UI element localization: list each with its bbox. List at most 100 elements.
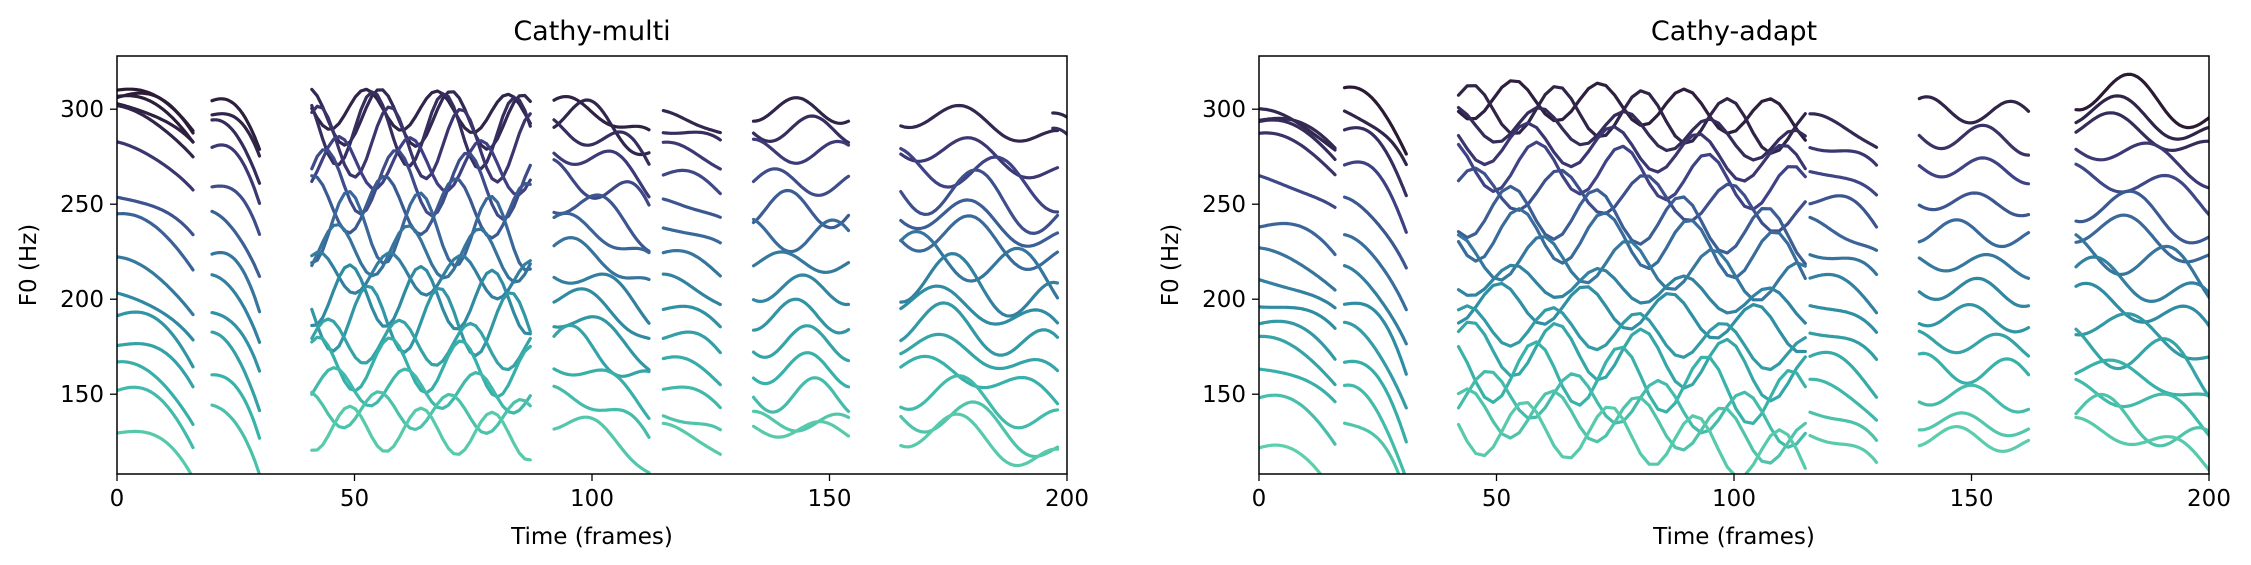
f0-contour [552,367,651,420]
f0-contour [210,97,262,151]
f0-contour [210,330,262,413]
f0-contour [751,96,851,125]
f0-contour [552,211,651,255]
f0-contour [1917,156,2031,186]
x-tick-label: 200 [2187,486,2231,512]
f0-contour [1342,383,1407,474]
f0-contour [117,212,195,272]
f0-contour [1808,112,1879,149]
x-tick-label: 50 [1482,486,1511,512]
f0-contour [1917,329,2031,358]
f0-contour [1259,131,1337,177]
f0-contour [1917,383,2031,414]
axis-ticks: 0 50 100 150 200 150 200 250 300 [60,97,1089,512]
f0-contour [1456,401,1807,474]
f0-contour [310,148,532,221]
f0-contour [2074,162,2209,218]
f0-contour [310,317,532,372]
f0-contour [117,103,195,159]
x-tick-label: 0 [110,486,125,512]
f0-contour [751,420,851,439]
f0-contour [2074,72,2209,130]
f0-contour [2074,312,2209,361]
f0-contour [1259,443,1323,474]
f0-contour [899,374,1060,430]
f0-contour [661,249,722,278]
f0-contour [552,98,651,157]
f0-contour [751,250,851,274]
f0-contour [552,193,651,253]
f0-contour [1342,320,1408,410]
f0-contour [117,360,195,426]
f0-contour [2074,281,2209,329]
f0-contour [1917,351,2031,385]
f0-contour [210,209,262,278]
f0-contour [1456,84,1807,155]
f0-contour [661,197,722,219]
f0-contour [1456,387,1807,465]
f0-contour [1342,126,1408,198]
f0-contour [899,354,1060,406]
f0-contour [117,255,195,317]
f0-contour [1917,95,2031,125]
y-tick-label: 200 [1202,287,1246,313]
f0-contour [661,108,722,135]
series-lines [117,87,1067,474]
f0-contour [661,414,722,432]
f0-contour [751,324,851,363]
f0-contour [2074,94,2209,141]
y-tick-label: 300 [60,97,104,123]
f0-contour [899,252,1060,318]
plot-frame [1258,55,2210,475]
f0-contour [2074,213,2209,264]
f0-contour [1917,425,2031,453]
f0-contour [1456,281,1807,354]
f0-contour [310,134,532,196]
f0-contour [210,184,262,236]
x-tick-label: 0 [1252,486,1267,512]
f0-contour [1259,305,1337,330]
y-tick-label: 150 [60,382,104,408]
f0-contour [552,158,651,207]
f0-contour [310,90,532,171]
f0-contour [1808,331,1879,361]
f0-contour [899,301,1060,357]
f0-contour [1456,304,1807,372]
f0-contour [1456,105,1807,162]
x-tick-label: 200 [1045,486,1089,512]
f0-contour [1808,170,1879,197]
f0-contour [1259,118,1337,161]
axis-ticks: 0 50 100 150 200 150 200 250 300 [1202,97,2231,512]
f0-contour [2074,392,2209,448]
f0-contour [210,273,262,344]
f0-contour [117,310,195,369]
f0-contour [310,263,532,336]
f0-contour [1808,272,1879,315]
f0-contour [552,287,651,340]
f0-contour [899,332,1060,373]
f0-contour [1342,421,1401,474]
y-tick-label: 150 [1202,382,1246,408]
f0-contour [1808,194,1879,229]
f0-contour [117,429,193,474]
f0-contour [1259,278,1337,310]
f0-contour [1917,191,2031,218]
y-axis-label: F0 (Hz) [1158,224,1184,307]
f0-contour [2074,327,2209,400]
f0-contour [1808,253,1879,276]
f0-contour [1456,320,1807,403]
f0-contour [552,415,651,474]
y-axis-label: F0 (Hz) [16,224,42,307]
f0-contour [899,412,1060,468]
f0-contour [1342,195,1408,270]
f0-contour [310,87,532,134]
f0-contour [2074,111,2209,152]
f0-contour [661,272,722,307]
x-tick-label: 100 [1712,486,1756,512]
f0-contour [751,167,851,197]
f0-contour [210,403,262,474]
f0-contour [210,251,262,314]
f0-contour [751,409,851,433]
x-tick-label: 50 [340,486,369,512]
f0-contour [1917,123,2031,157]
